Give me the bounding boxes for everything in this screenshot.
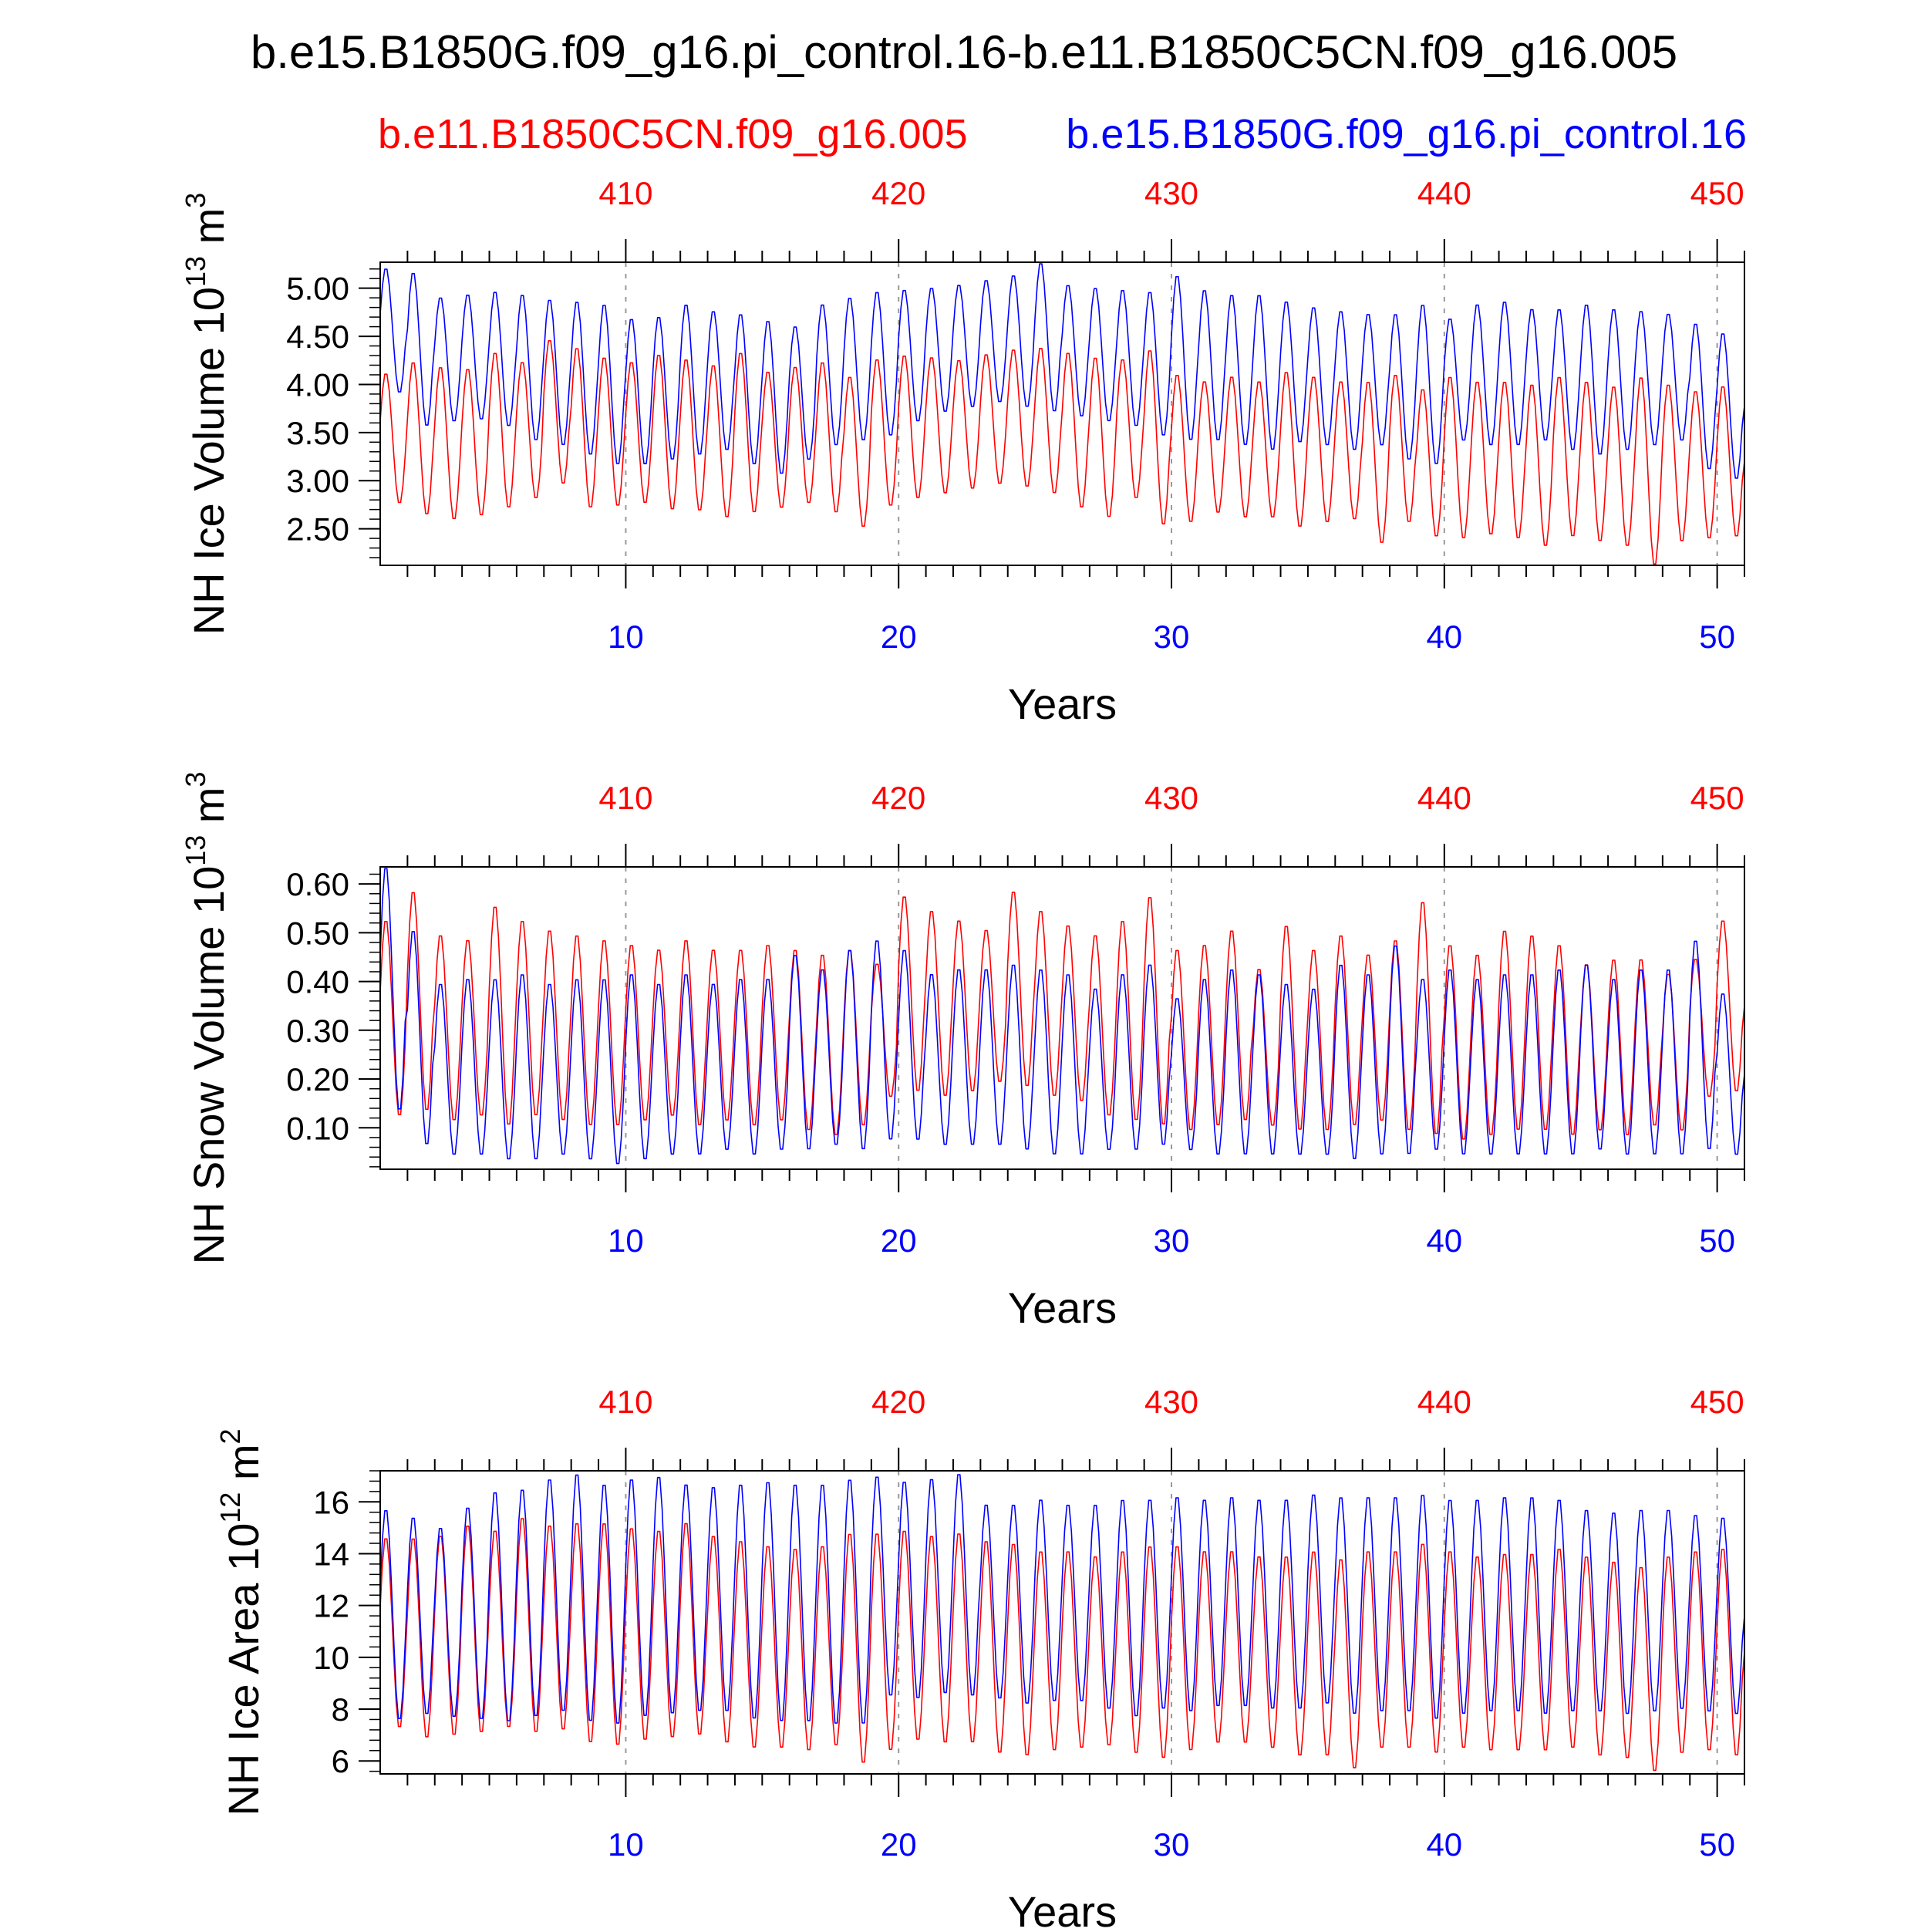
x-bottom-tick-label: 10 <box>608 619 644 655</box>
y-axis-title-text: NH Ice Volume 10 <box>184 287 233 635</box>
y-tick-label: 0.50 <box>286 915 349 951</box>
x-top-tick-label: 430 <box>1144 175 1198 211</box>
x-top-tick-label: 430 <box>1144 1384 1198 1420</box>
y-tick-label: 3.00 <box>286 463 349 499</box>
x-axis-title: Years <box>1008 1887 1117 1928</box>
y-tick-label: 0.30 <box>286 1013 349 1049</box>
x-bottom-tick-label: 10 <box>608 1222 644 1259</box>
y-tick-label: 10 <box>313 1640 349 1676</box>
y-tick-label: 4.00 <box>286 366 349 403</box>
y-tick-label: 0.20 <box>286 1061 349 1097</box>
x-bottom-tick-label: 50 <box>1699 1222 1735 1259</box>
x-bottom-tick-label: 30 <box>1154 619 1190 655</box>
x-top-tick-label: 450 <box>1690 1384 1744 1420</box>
x-bottom-tick-label: 40 <box>1426 1222 1462 1259</box>
legend-blue-case: b.e15.B1850G.f09_g16.pi_control.16 <box>1066 111 1747 157</box>
y-axis-unit-exponent: 12 <box>214 1492 246 1523</box>
x-bottom-tick-label: 10 <box>608 1826 644 1863</box>
series-line-blue <box>379 263 1745 479</box>
y-axis-title: NH Ice Volume 1013 m3 <box>180 193 233 636</box>
y-tick-label: 2.50 <box>286 511 349 548</box>
y-axis-title: NH Snow Volume 1013 m3 <box>180 771 233 1264</box>
panel-3: 6 8 10 12 14 16 10 20 30 40 50 410 420 430 440 450 Years… <box>214 1384 1745 1932</box>
y-tick-label: 0.60 <box>286 866 349 902</box>
y-axis-unit-power: 3 <box>180 771 211 787</box>
y-tick-label: 3.50 <box>286 415 349 451</box>
panel-2: 0.10 0.20 0.30 0.40 0.50 0.60 10 20 30 40 50 410 420… <box>180 771 1745 1332</box>
x-bottom-tick-label: 30 <box>1154 1222 1190 1259</box>
plot-frame <box>379 866 1745 1170</box>
x-axis-title: Years <box>1008 679 1117 728</box>
y-axis-unit-power: 3 <box>180 193 211 208</box>
x-bottom-tick-label: 20 <box>881 1826 917 1863</box>
y-tick-label: 0.10 <box>286 1110 349 1146</box>
y-axis-unit-exponent: 13 <box>180 835 211 866</box>
x-top-tick-label: 450 <box>1690 780 1744 816</box>
x-top-tick-label: 410 <box>598 1384 652 1420</box>
y-axis-title-text: NH Snow Volume 10 <box>184 866 233 1265</box>
x-bottom-tick-label: 30 <box>1154 1826 1190 1863</box>
y-axis-unit: m <box>219 1445 268 1492</box>
x-bottom-tick-label: 40 <box>1426 619 1462 655</box>
series-line-blue <box>379 868 1745 1165</box>
y-axis-unit: m <box>184 787 233 835</box>
series-line-red <box>379 1518 1745 1772</box>
x-top-tick-label: 420 <box>871 780 925 816</box>
x-top-tick-label: 410 <box>598 780 652 816</box>
y-tick-label: 14 <box>313 1536 349 1572</box>
x-top-tick-label: 450 <box>1690 175 1744 211</box>
x-bottom-tick-label: 50 <box>1699 619 1735 655</box>
y-axis-unit-power: 2 <box>214 1428 246 1444</box>
y-tick-label: 6 <box>332 1743 349 1779</box>
legend-red-case: b.e11.B1850C5CN.f09_g16.005 <box>378 111 968 157</box>
y-tick-label: 0.40 <box>286 964 349 1000</box>
y-tick-label: 8 <box>332 1691 349 1728</box>
series-line-red <box>379 892 1745 1140</box>
x-bottom-tick-label: 20 <box>881 619 917 655</box>
x-top-tick-label: 430 <box>1144 780 1198 816</box>
y-axis-unit: m <box>184 208 233 256</box>
x-top-tick-label: 440 <box>1417 780 1471 816</box>
x-top-tick-label: 440 <box>1417 175 1471 211</box>
x-top-tick-label: 410 <box>598 175 652 211</box>
y-tick-label: 4.50 <box>286 319 349 355</box>
series-line-blue <box>379 1474 1745 1724</box>
y-tick-label: 5.00 <box>286 271 349 307</box>
series-line-red <box>379 339 1745 565</box>
main-title: b.e15.B1850G.f09_g16.pi_control.16-b.e11… <box>251 26 1677 78</box>
x-top-tick-label: 420 <box>871 175 925 211</box>
x-bottom-tick-label: 40 <box>1426 1826 1462 1863</box>
panel-1: 2.50 3.00 3.50 4.00 4.50 5.00 10 20 30 40 50 410 420… <box>180 175 1745 728</box>
y-axis-unit-exponent: 13 <box>180 256 211 287</box>
x-bottom-tick-label: 20 <box>881 1222 917 1259</box>
panels: 2.50 3.00 3.50 4.00 4.50 5.00 10 20 30 40 50 410 420… <box>180 175 1745 1932</box>
x-top-tick-label: 420 <box>871 1384 925 1420</box>
y-axis-title-text: NH Ice Area 10 <box>219 1523 268 1816</box>
y-tick-label: 12 <box>313 1588 349 1624</box>
x-bottom-tick-label: 50 <box>1699 1826 1735 1863</box>
x-top-tick-label: 440 <box>1417 1384 1471 1420</box>
y-axis-title: NH Ice Area 1012 m2 <box>214 1428 268 1816</box>
y-tick-label: 16 <box>313 1484 349 1520</box>
x-axis-title: Years <box>1008 1283 1117 1332</box>
